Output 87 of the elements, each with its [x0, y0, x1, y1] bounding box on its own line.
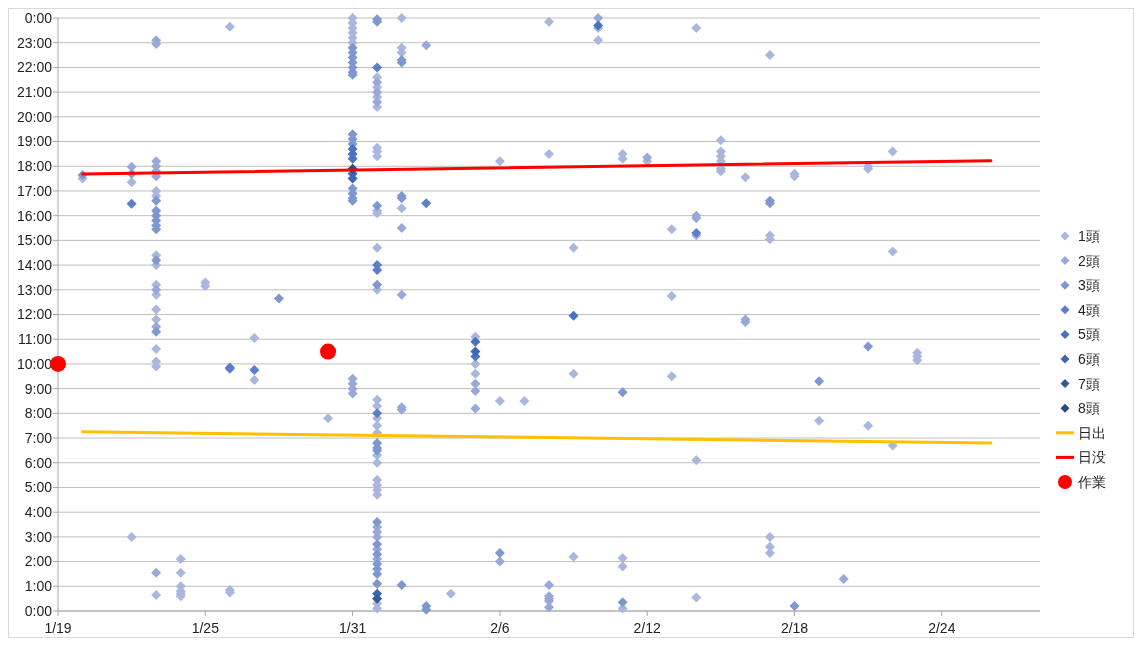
point — [372, 578, 383, 589]
y-tick-label: 15:00 — [16, 232, 53, 249]
point — [494, 556, 505, 567]
y-tick-label: 19:00 — [16, 133, 53, 150]
point — [863, 341, 874, 352]
y-tick-label: 17:00 — [16, 182, 53, 199]
point — [789, 601, 800, 612]
y-tick-label: 10:00 — [16, 355, 53, 372]
point — [396, 289, 407, 300]
y-tick-label: 0:00 — [24, 602, 53, 619]
point — [151, 255, 162, 266]
y-tick-label: 23:00 — [16, 34, 53, 51]
point — [372, 200, 383, 211]
y-tick-label: 3:00 — [24, 528, 53, 545]
point — [372, 77, 383, 88]
point — [372, 517, 383, 528]
point — [273, 293, 284, 304]
point — [470, 336, 481, 347]
x-tick-label: 2/12 — [633, 620, 662, 636]
point — [470, 346, 481, 357]
point — [838, 573, 849, 584]
legend-label: 4頭 — [1078, 301, 1100, 318]
x-tick-label: 1/31 — [338, 620, 367, 636]
y-tick-label: 4:00 — [24, 504, 53, 521]
legend-label: 日出 — [1078, 424, 1106, 441]
point — [396, 223, 407, 234]
point — [421, 198, 432, 209]
point — [642, 152, 653, 163]
y-tick-label: 5:00 — [24, 479, 53, 496]
point — [470, 378, 481, 389]
legend-label: 6頭 — [1078, 350, 1100, 367]
point — [249, 365, 260, 376]
point — [568, 310, 579, 321]
x-tick-label: 1/19 — [44, 620, 72, 636]
legend-label: 5頭 — [1078, 326, 1100, 343]
y-tick-label: 18:00 — [16, 158, 53, 175]
legend-label: 3頭 — [1078, 277, 1100, 294]
point — [617, 597, 628, 608]
point — [396, 580, 407, 591]
legend-label: 8頭 — [1078, 400, 1100, 417]
y-tick-label: 2:00 — [24, 553, 53, 570]
point — [372, 593, 383, 604]
y-tick-label: 21:00 — [16, 84, 53, 101]
y-tick-label: 16:00 — [16, 207, 53, 224]
legend-label: 作業 — [1077, 473, 1106, 490]
y-tick-label: 1:00 — [24, 578, 53, 595]
point — [814, 376, 825, 387]
point — [372, 97, 383, 108]
y-tick-label: 0:00 — [24, 9, 53, 26]
point — [372, 539, 383, 550]
legend-label: 日没 — [1078, 449, 1106, 466]
y-tick-label: 7:00 — [24, 429, 53, 446]
legend-label: 1頭 — [1078, 227, 1100, 244]
legend-label: 2頭 — [1078, 252, 1100, 269]
point — [151, 195, 162, 206]
legend-label: 7頭 — [1078, 375, 1100, 392]
point — [470, 386, 481, 397]
point — [372, 549, 383, 560]
y-tick-label: 12:00 — [16, 306, 53, 323]
x-tick-label: 1/25 — [191, 620, 220, 636]
y-tick-label: 20:00 — [16, 108, 53, 125]
y-tick-label: 11:00 — [18, 331, 53, 348]
point — [372, 279, 383, 290]
point — [320, 343, 337, 360]
x-tick-label: 2/6 — [490, 620, 510, 636]
point — [372, 87, 383, 98]
point — [372, 62, 383, 73]
x-tick-label: 2/24 — [928, 620, 956, 636]
y-tick-label: 6:00 — [24, 454, 53, 471]
point — [151, 567, 162, 578]
point — [617, 387, 628, 398]
y-tick-label: 14:00 — [16, 256, 53, 273]
point — [593, 13, 604, 23]
point — [151, 284, 162, 295]
y-tick-label: 8:00 — [24, 405, 53, 422]
y-tick-label: 13:00 — [16, 281, 53, 298]
point — [372, 408, 383, 419]
point — [421, 40, 432, 51]
y-tick-label: 9:00 — [24, 380, 53, 397]
point — [151, 326, 162, 337]
point — [470, 403, 481, 414]
point — [50, 355, 66, 372]
point — [494, 547, 505, 558]
y-tick-label: 22:00 — [16, 59, 53, 76]
point — [126, 198, 137, 209]
x-tick-label: 2/18 — [780, 620, 809, 636]
point — [544, 580, 554, 591]
